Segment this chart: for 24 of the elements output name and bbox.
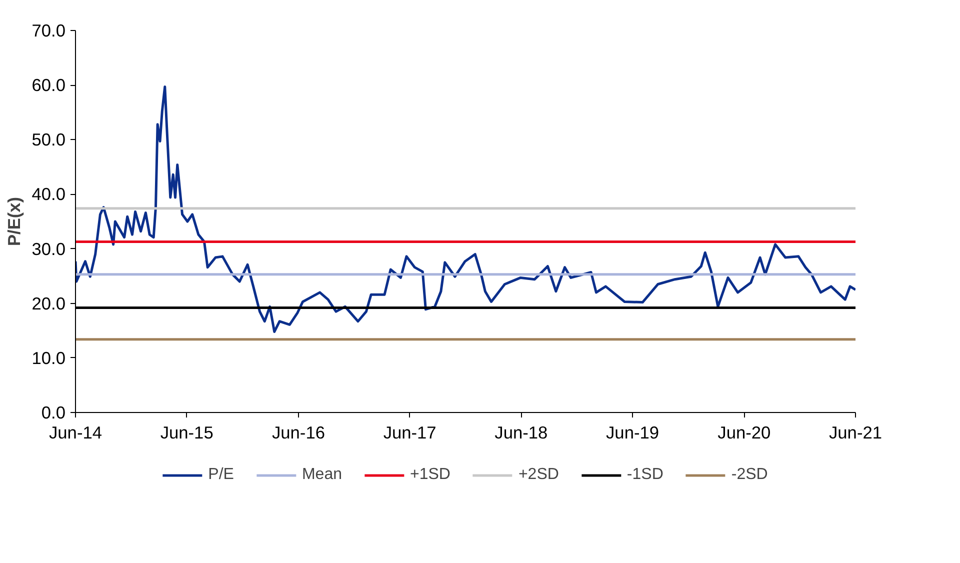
legend-label: Mean bbox=[302, 466, 342, 484]
y-tick-label: 70.0 bbox=[32, 20, 66, 40]
y-tick-label: 20.0 bbox=[32, 293, 66, 314]
x-tick-label: Jun-20 bbox=[718, 422, 771, 442]
legend-label: +2SD bbox=[518, 466, 559, 484]
x-tick-label: Jun-21 bbox=[829, 422, 882, 442]
legend-label: +1SD bbox=[410, 466, 450, 484]
y-tick-label: 40.0 bbox=[32, 184, 66, 204]
x-tick-label: Jun-14 bbox=[49, 422, 102, 442]
legend-label: P/E bbox=[208, 466, 234, 484]
x-tick-label: Jun-19 bbox=[606, 422, 660, 442]
line-series bbox=[76, 85, 856, 333]
y-tick-label: 0.0 bbox=[41, 402, 66, 422]
x-tick-label: Jun-16 bbox=[272, 422, 325, 442]
x-tick-label: Jun-15 bbox=[160, 422, 214, 442]
y-axis-title: P/E(x) bbox=[4, 196, 24, 246]
y-tick-label: 60.0 bbox=[32, 75, 66, 96]
legend-label: -2SD bbox=[731, 466, 768, 484]
y-tick-label: 30.0 bbox=[32, 238, 66, 259]
y-tick-label: 10.0 bbox=[32, 348, 66, 368]
y-tick-label: 50.0 bbox=[32, 130, 66, 150]
x-tick-label: Jun-18 bbox=[494, 422, 548, 442]
legend-label: -1SD bbox=[626, 466, 664, 484]
x-tick-label: Jun-17 bbox=[383, 422, 436, 442]
